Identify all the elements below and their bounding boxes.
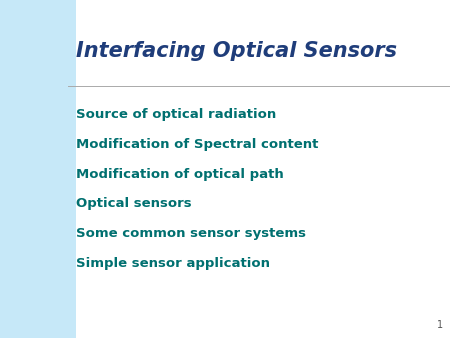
Polygon shape: [3, 313, 51, 338]
Polygon shape: [0, 250, 62, 338]
Polygon shape: [0, 298, 54, 338]
Polygon shape: [0, 109, 73, 338]
Polygon shape: [0, 36, 76, 338]
Polygon shape: [0, 70, 75, 338]
Polygon shape: [0, 206, 67, 338]
Polygon shape: [5, 322, 49, 338]
Polygon shape: [0, 60, 75, 338]
Polygon shape: [8, 332, 46, 338]
Polygon shape: [0, 0, 76, 338]
Polygon shape: [0, 133, 72, 338]
Polygon shape: [0, 119, 73, 338]
Polygon shape: [0, 264, 60, 338]
Polygon shape: [0, 191, 68, 338]
Text: Some common sensor systems: Some common sensor systems: [76, 227, 306, 240]
Polygon shape: [0, 216, 66, 338]
Polygon shape: [0, 46, 76, 338]
Polygon shape: [0, 94, 74, 338]
Polygon shape: [0, 7, 76, 338]
Polygon shape: [0, 0, 76, 338]
Polygon shape: [0, 17, 76, 338]
Polygon shape: [0, 21, 76, 338]
Polygon shape: [0, 211, 66, 338]
Polygon shape: [0, 245, 63, 338]
Polygon shape: [0, 99, 74, 338]
Polygon shape: [0, 0, 76, 338]
Polygon shape: [10, 337, 44, 338]
Text: Modification of Spectral content: Modification of Spectral content: [76, 138, 319, 151]
Polygon shape: [0, 187, 68, 338]
Polygon shape: [0, 2, 76, 338]
Polygon shape: [0, 182, 69, 338]
Polygon shape: [7, 328, 47, 338]
Polygon shape: [0, 172, 70, 338]
Polygon shape: [0, 11, 76, 338]
Text: Modification of optical path: Modification of optical path: [76, 168, 284, 180]
Polygon shape: [0, 138, 72, 338]
Text: Simple sensor application: Simple sensor application: [76, 257, 270, 270]
Text: Optical sensors: Optical sensors: [76, 197, 192, 210]
Polygon shape: [0, 220, 65, 338]
Polygon shape: [0, 89, 74, 338]
Polygon shape: [0, 177, 69, 338]
Polygon shape: [0, 80, 75, 338]
Polygon shape: [1, 303, 53, 338]
Polygon shape: [0, 240, 63, 338]
Polygon shape: [2, 308, 52, 338]
Polygon shape: [0, 255, 61, 338]
Polygon shape: [0, 0, 76, 338]
Polygon shape: [0, 279, 58, 338]
Polygon shape: [0, 104, 74, 338]
Polygon shape: [4, 318, 50, 338]
Polygon shape: [0, 260, 61, 338]
Polygon shape: [0, 284, 57, 338]
Polygon shape: [0, 50, 76, 338]
Polygon shape: [0, 289, 56, 338]
Polygon shape: [0, 293, 55, 338]
Polygon shape: [0, 55, 76, 338]
Polygon shape: [0, 269, 59, 338]
Polygon shape: [0, 148, 72, 338]
Polygon shape: [0, 162, 70, 338]
Polygon shape: [0, 158, 71, 338]
Polygon shape: [0, 0, 76, 338]
Text: 1: 1: [437, 319, 443, 330]
Polygon shape: [0, 0, 76, 338]
Polygon shape: [0, 128, 72, 338]
Polygon shape: [0, 26, 76, 338]
Polygon shape: [0, 84, 75, 338]
Text: Source of optical radiation: Source of optical radiation: [76, 108, 277, 121]
Polygon shape: [0, 143, 72, 338]
Polygon shape: [0, 167, 70, 338]
Polygon shape: [0, 75, 75, 338]
Polygon shape: [0, 65, 75, 338]
Polygon shape: [0, 225, 65, 338]
Polygon shape: [0, 152, 71, 338]
Polygon shape: [0, 235, 64, 338]
Polygon shape: [0, 123, 73, 338]
Polygon shape: [0, 201, 67, 338]
Text: Interfacing Optical Sensors: Interfacing Optical Sensors: [76, 41, 397, 61]
Polygon shape: [0, 230, 64, 338]
Polygon shape: [0, 114, 73, 338]
Polygon shape: [0, 31, 76, 338]
Polygon shape: [0, 41, 76, 338]
Polygon shape: [0, 274, 58, 338]
Polygon shape: [0, 196, 68, 338]
